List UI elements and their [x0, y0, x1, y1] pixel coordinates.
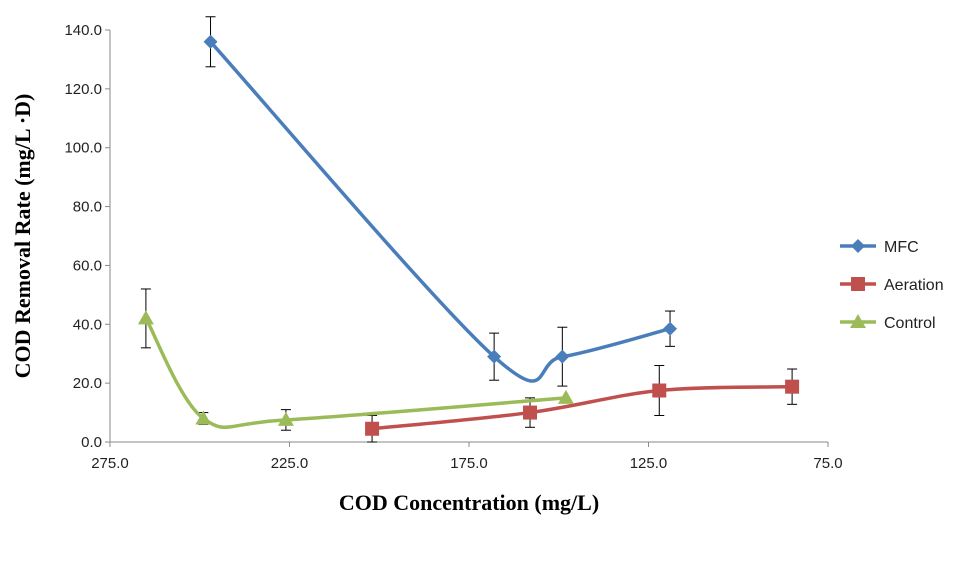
x-ticks: 275.0 225.0 175.0 125.0 75.0: [91, 442, 843, 472]
legend: MFC Aeration Control: [840, 239, 944, 332]
x-tick-label: 225.0: [271, 455, 309, 472]
x-tick-label: 275.0: [91, 455, 129, 472]
axes: [109, 30, 828, 443]
y-axis-title: COD Removal Rate (mg/L ·D): [10, 94, 35, 379]
data-point-control: [277, 411, 294, 426]
series-line-aeration: [370, 384, 794, 431]
y-tick-label: 80.0: [73, 199, 102, 216]
x-tick-label: 175.0: [450, 455, 488, 472]
series-aeration: [365, 364, 800, 443]
series-mfc: [203, 16, 678, 387]
x-tick-label: 125.0: [630, 455, 668, 472]
legend-label-mfc: MFC: [884, 239, 919, 256]
series-line-mfc: [208, 40, 672, 383]
y-tick-label: 0.0: [81, 434, 102, 451]
legend-marker-control: [850, 314, 866, 328]
data-point-aeration: [523, 405, 538, 420]
data-point-mfc: [663, 321, 678, 336]
y-tick-label: 140.0: [64, 22, 102, 39]
data-point-aeration: [785, 379, 800, 394]
y-tick-label: 20.0: [73, 375, 102, 392]
legend-label-control: Control: [884, 315, 936, 332]
legend-item-mfc: MFC: [840, 239, 919, 256]
y-ticks: 0.0 20.0 40.0 60.0 80.0 100.0 120.0 140.0: [64, 22, 110, 451]
legend-marker-mfc: [851, 239, 865, 253]
data-point-mfc: [487, 349, 502, 364]
data-point-control: [137, 310, 154, 325]
data-point-mfc: [203, 34, 218, 49]
x-tick-label: 75.0: [813, 455, 842, 472]
y-tick-label: 120.0: [64, 81, 102, 98]
y-tick-label: 60.0: [73, 257, 102, 274]
x-axis-title: COD Concentration (mg/L): [339, 490, 599, 515]
legend-item-aeration: Aeration: [840, 277, 944, 294]
legend-label-aeration: Aeration: [884, 277, 944, 294]
data-point-control: [557, 389, 574, 404]
data-point-aeration: [652, 383, 667, 398]
series-line-control: [144, 316, 568, 429]
legend-item-control: Control: [840, 314, 936, 332]
series-layer: [137, 16, 800, 443]
series-control: [137, 288, 574, 431]
data-point-mfc: [555, 349, 570, 364]
data-point-aeration: [365, 421, 380, 436]
data-point-control: [195, 410, 212, 425]
y-tick-label: 100.0: [64, 140, 102, 157]
legend-marker-aeration: [851, 277, 865, 291]
y-tick-label: 40.0: [73, 316, 102, 333]
